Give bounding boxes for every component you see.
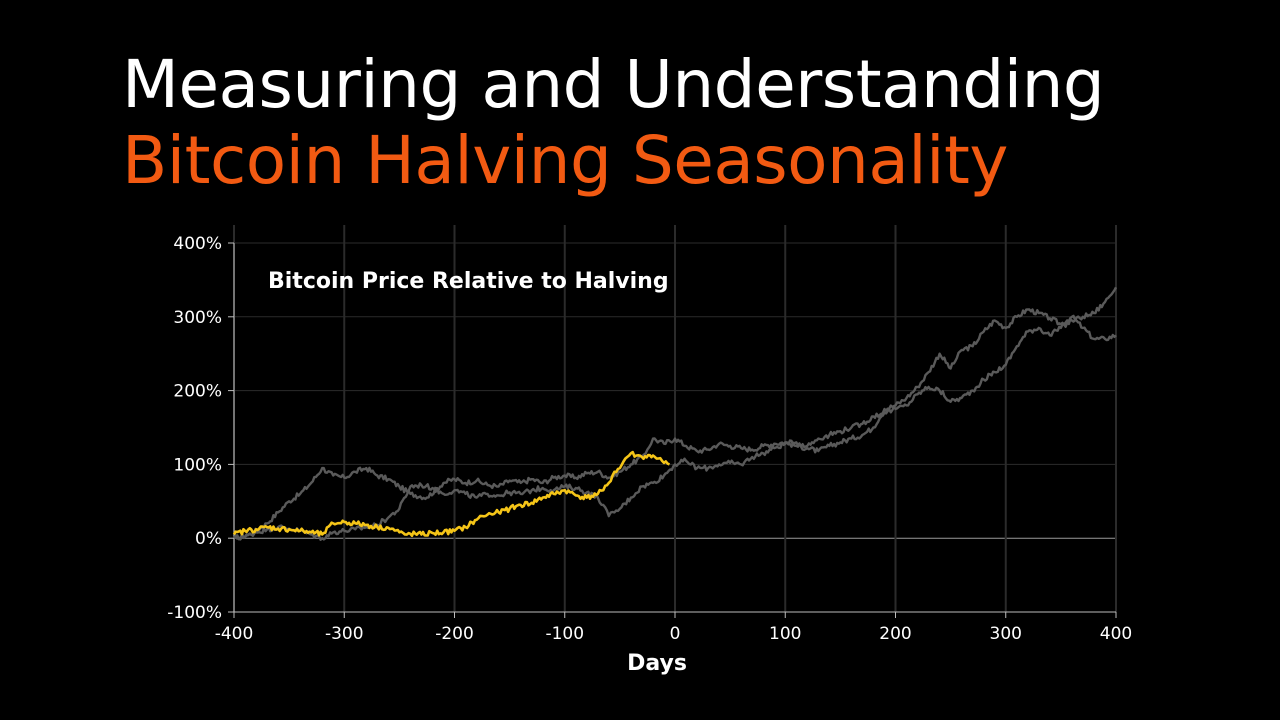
x-tick-label: 100 [769,624,801,644]
series-line-historical [233,286,1118,541]
x-tick-label: -400 [215,624,254,644]
y-tick-label: 0% [195,529,222,549]
y-tick-label: 200% [173,382,222,402]
x-tick-label: -200 [435,624,474,644]
series-layer [232,286,1118,541]
x-tick-label: -300 [325,624,364,644]
axis-layer [228,242,1117,618]
y-tick-label: 100% [173,455,222,475]
x-tick-label: 300 [990,624,1022,644]
y-tick-label: 300% [173,308,222,328]
title-line-1: Measuring and Understanding [122,46,1105,123]
y-tick-label: -100% [167,603,222,623]
x-tick-label: 400 [1100,624,1132,644]
series-line-historical [233,308,1117,541]
y-tick-label: 400% [173,234,222,254]
x-tick-label: -100 [545,624,584,644]
label-layer: -100% 0% 100% 200% 300% 400% -400 -300 -200 -100 0… [167,234,1132,644]
x-tick-label: 200 [879,624,911,644]
chart-title: Bitcoin Price Relative to Halving [268,269,669,294]
x-tick-label: 0 [670,624,681,644]
x-axis-title: Days [627,651,687,676]
title-line-2: Bitcoin Halving Seasonality [122,122,1008,199]
series-line-current [232,450,671,538]
